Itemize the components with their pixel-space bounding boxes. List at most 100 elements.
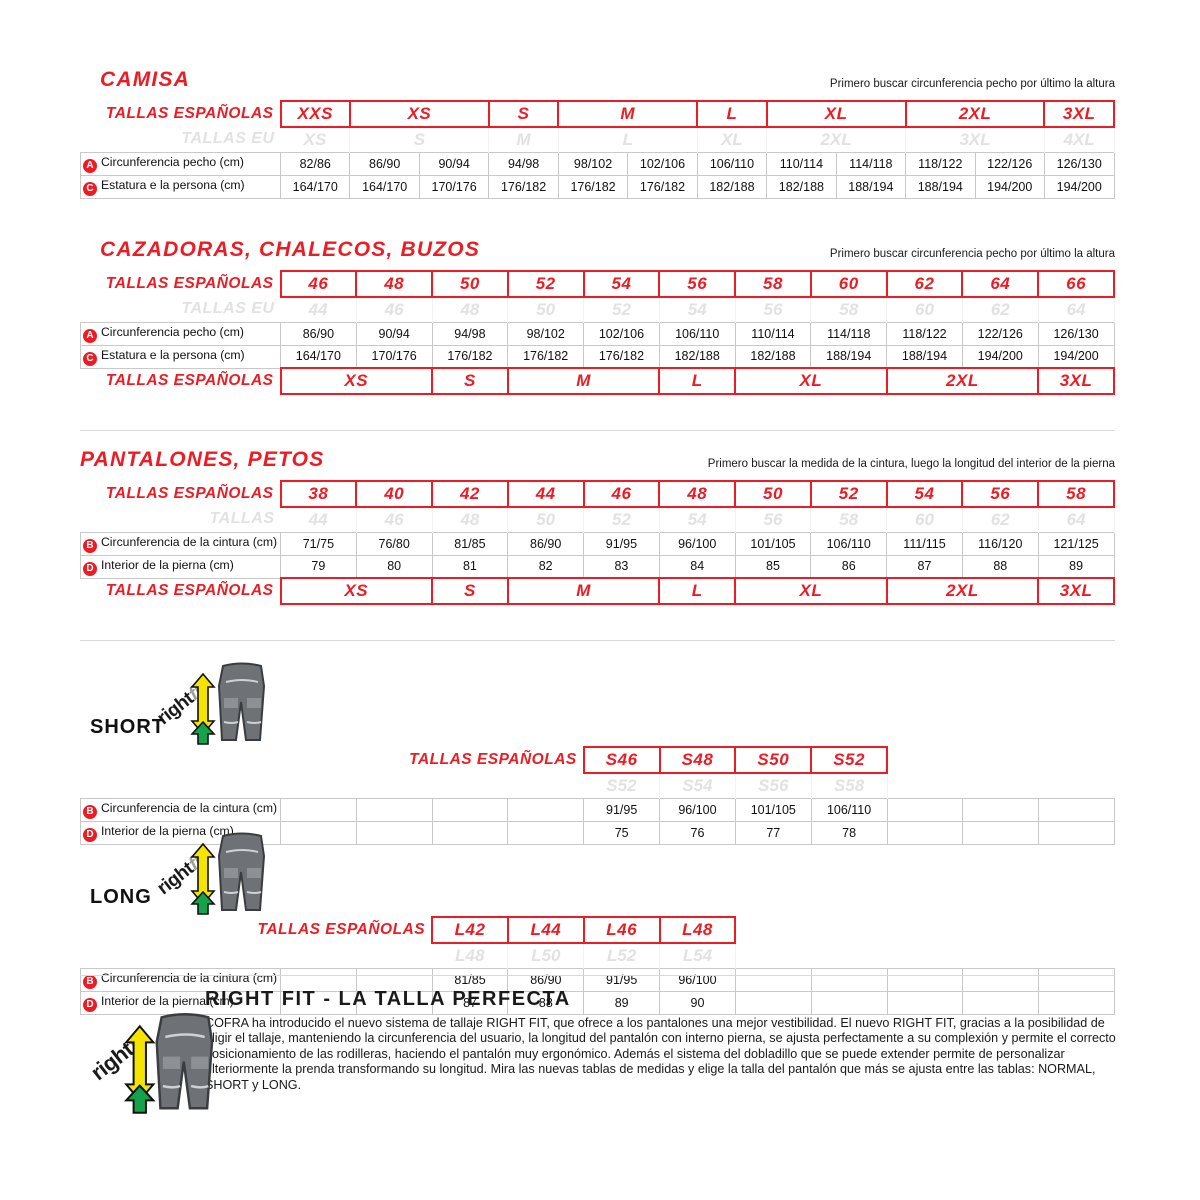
eu-size-cell: L52	[583, 943, 661, 968]
data-cell: 126/130	[1043, 151, 1115, 176]
data-cell: 176/182	[557, 174, 629, 199]
long-title: LONG	[90, 886, 152, 908]
size-header-cell: 60	[809, 270, 888, 298]
eu-size-cell: 54	[659, 297, 736, 322]
data-cell	[280, 990, 357, 1015]
data-cell: 88	[961, 554, 1039, 579]
size-header-cell: 50	[431, 270, 509, 298]
data-cell: 102/106	[627, 151, 698, 176]
badge-d-icon: D	[83, 997, 97, 1012]
size-header-cell: 58	[1037, 480, 1115, 508]
eu-size-cell: 50	[507, 297, 585, 322]
data-cell	[431, 820, 509, 845]
data-cell: 188/194	[835, 174, 907, 199]
data-cell: 85	[734, 554, 812, 579]
size-header-cell: 52	[809, 480, 888, 508]
long-label-es: TALLAS ESPAÑOLAS	[257, 921, 426, 938]
data-cell: 188/194	[886, 344, 963, 369]
table-row: A Circunferencia pecho (cm) 86/90 90/94 9…	[80, 321, 1115, 346]
data-cell	[962, 990, 1040, 1015]
pantalones-letter-row: TALLAS ESPAÑOLAS XS S M L XL 2XL 3XL	[81, 577, 1115, 605]
data-cell: 98/102	[557, 151, 629, 176]
data-cell	[355, 797, 433, 822]
eu-size-cell: 56	[735, 297, 812, 322]
eu-size-cell: XL	[697, 127, 768, 152]
letter-size-cell: 3XL	[1037, 577, 1115, 605]
data-cell: 84	[658, 554, 736, 579]
data-cell: 116/120	[961, 531, 1039, 556]
table-row: D Interior de la pierna (cm) 79 80 81 82 …	[80, 554, 1115, 579]
badge-b-icon: B	[83, 538, 97, 553]
data-cell: 182/188	[766, 174, 837, 199]
size-header-cell: 2XL	[904, 100, 1046, 128]
data-cell: 91/95	[583, 797, 661, 822]
short-table: TALLAS ESPAÑOLAS S46 S48 S50 S52 S52 S54…	[80, 746, 1115, 845]
eu-size-cell: 64	[1038, 507, 1115, 532]
data-cell: 71/75	[280, 531, 357, 556]
pantalones-hint: Primero buscar la medida de la cintura, …	[707, 458, 1115, 470]
size-header-cell: L42	[431, 916, 509, 944]
camisa-label-es: TALLAS ESPAÑOLAS	[105, 105, 274, 122]
eu-size-cell: S	[349, 127, 490, 152]
data-cell: 86	[810, 554, 888, 579]
data-cell: 111/115	[886, 531, 963, 556]
badge-d-icon: D	[83, 827, 97, 842]
measure-label: B Circunferencia de la cintura (cm)	[80, 797, 281, 822]
badge-b-icon: B	[83, 974, 97, 989]
data-cell: 87	[431, 990, 509, 1015]
eu-size-cell: L48	[432, 943, 509, 968]
data-cell	[1038, 820, 1115, 845]
table-row: C Estatura e la persona (cm) 164/170 170/…	[80, 344, 1115, 369]
letter-size-cell: S	[431, 577, 509, 605]
size-header-cell: S52	[810, 746, 888, 774]
size-header-cell: L48	[658, 916, 737, 944]
pantalones-label-es-bottom: TALLAS ESPAÑOLAS	[105, 582, 274, 600]
data-cell: 114/118	[835, 151, 907, 176]
data-cell	[280, 820, 357, 845]
data-cell	[280, 967, 357, 992]
letter-size-cell: 2XL	[885, 367, 1040, 395]
data-cell: 94/98	[431, 321, 509, 346]
data-cell	[355, 820, 433, 845]
data-cell: 182/188	[658, 344, 736, 369]
size-header-cell: XS	[348, 100, 490, 128]
section-short: rightfit SHORT	[80, 660, 1115, 845]
measure-label: A Circunferencia pecho (cm)	[80, 151, 281, 176]
data-cell: 176/182	[507, 344, 585, 369]
rightfit-logo-short: rightfit	[153, 656, 275, 746]
letter-size-cell: XS	[279, 367, 434, 395]
measure-label: C Estatura e la persona (cm)	[80, 344, 281, 369]
section-long: rightfit LONG	[80, 830, 1115, 1015]
eu-size-cell: 60	[886, 507, 963, 532]
camisa-table: TALLAS ESPAÑOLAS XXS XS S M L XL 2XL 3XL…	[80, 100, 1115, 199]
size-header-cell: 46	[279, 270, 358, 298]
short-label-es: TALLAS ESPAÑOLAS	[409, 751, 577, 768]
size-header-cell: S	[487, 100, 560, 128]
data-cell	[280, 797, 357, 822]
eu-size-cell: L50	[507, 943, 585, 968]
letter-size-cell: XL	[734, 367, 888, 395]
pantalones-label-eu: TALLAS	[209, 510, 275, 528]
size-header-cell: S48	[658, 746, 737, 774]
camisa-hint: Primero buscar circunferencia pecho por …	[829, 78, 1115, 90]
measure-label-text: Circunferencia de la cintura (cm)	[101, 534, 278, 549]
data-cell: 170/176	[418, 174, 490, 199]
data-cell	[962, 820, 1040, 845]
data-cell: 83	[583, 554, 660, 579]
size-header-cell: 64	[961, 270, 1040, 298]
data-cell: 176/182	[627, 174, 698, 199]
eu-size-cell: 48	[432, 507, 509, 532]
badge-a-icon: A	[83, 158, 97, 173]
data-cell: 170/176	[355, 344, 433, 369]
badge-c-icon: C	[83, 181, 97, 196]
data-cell: 194/200	[974, 174, 1045, 199]
data-cell: 90	[659, 990, 736, 1015]
data-cell: 110/114	[734, 321, 812, 346]
size-header-cell: M	[557, 100, 699, 128]
letter-size-cell: 3XL	[1037, 367, 1115, 395]
letter-size-cell: L	[658, 367, 737, 395]
long-header-es: TALLAS ESPAÑOLAS L42 L44 L46 L48	[81, 916, 1115, 944]
size-header-cell: 3XL	[1043, 100, 1115, 128]
letter-size-cell: L	[658, 577, 737, 605]
data-cell: 122/126	[961, 321, 1039, 346]
